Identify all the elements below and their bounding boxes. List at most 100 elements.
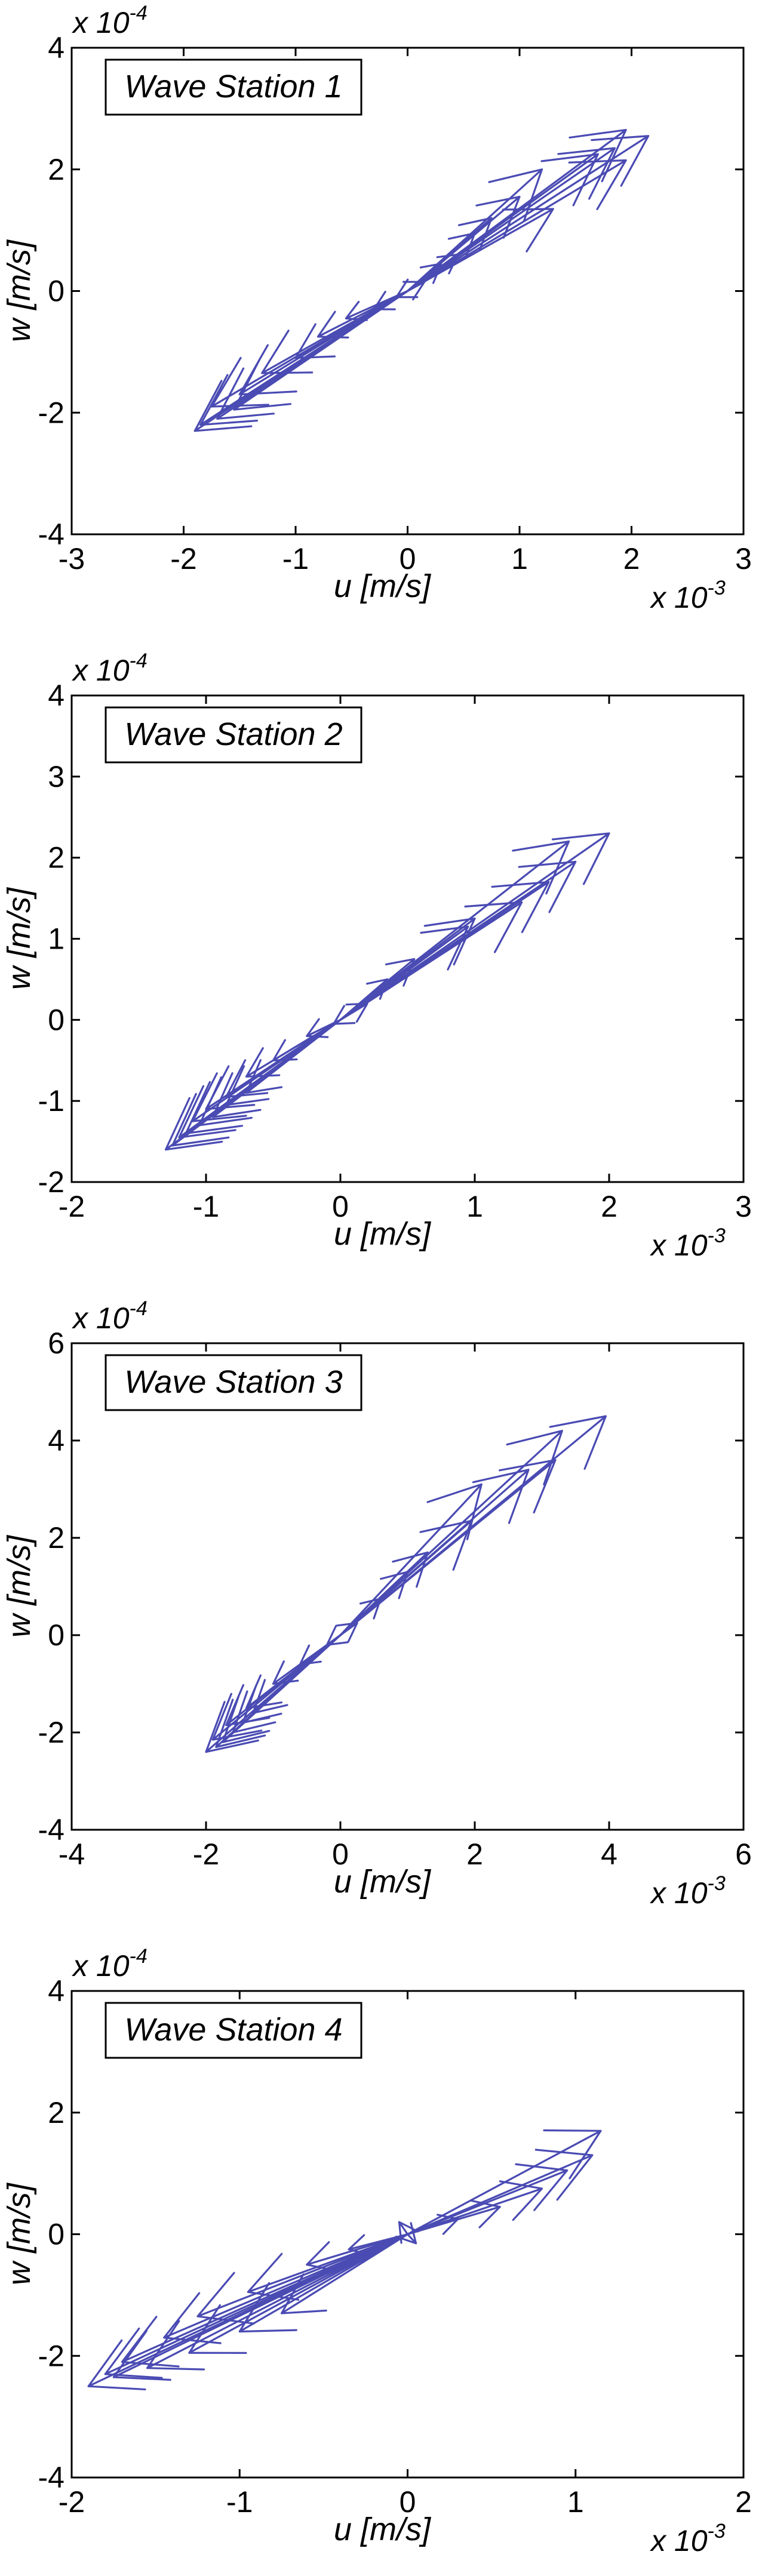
x-tick-label: 3	[735, 542, 752, 575]
vector-arrow	[339, 1459, 557, 1636]
y-tick-label: 4	[48, 31, 64, 64]
vector-arrows	[193, 128, 650, 432]
vector-arrow	[238, 2233, 409, 2333]
x-exponent-label: x 10-3	[650, 1872, 726, 1910]
x-tick-label: 0	[400, 2485, 416, 2519]
y-tick-label: -2	[38, 2339, 64, 2372]
y-tick-label: -4	[38, 1813, 64, 1846]
vector-arrow	[245, 1018, 342, 1094]
vector-arrow	[339, 901, 523, 1021]
y-axis-label: w [m/s]	[1, 239, 37, 342]
chart-panel-1: -3 -2 -1 0 1 2 3 -4 -2 0 2 4x 10-4 x 10-3 u [m/s] w [m…	[1, 2, 752, 614]
x-tick-label: -2	[59, 2485, 85, 2519]
x-tick-label: 4	[601, 1838, 617, 1871]
y-tick-label: 0	[48, 1618, 64, 1652]
y-tick-label: 2	[48, 1521, 64, 1555]
vector-arrow	[112, 2233, 409, 2381]
y-exponent-label: x 10-4	[72, 2, 148, 39]
vector-arrow	[339, 925, 469, 1021]
x-tick-label: 6	[735, 1838, 752, 1871]
legend: Wave Station 2	[105, 706, 362, 764]
vector-arrow	[406, 159, 627, 293]
x-axis-label: u [m/s]	[334, 568, 432, 604]
y-tick-label: -4	[38, 518, 64, 551]
vector-arrow	[339, 1002, 368, 1023]
legend: Wave Station 1	[105, 59, 362, 116]
x-tick-label: -1	[193, 1190, 219, 1223]
x-tick-label: -1	[282, 542, 309, 575]
vector-arrow	[188, 2233, 409, 2354]
y-tick-label: 6	[48, 1327, 64, 1360]
x-tick-label: 2	[466, 1838, 483, 1871]
y-tick-label: -2	[38, 1716, 64, 1749]
vector-arrow	[339, 1598, 382, 1636]
x-exponent-label: x 10-3	[650, 577, 726, 614]
vector-arrow	[406, 263, 443, 293]
vector-arrow	[210, 290, 409, 408]
x-exponent-label: x 10-3	[650, 1224, 726, 1262]
vector-arrow	[280, 2233, 409, 2315]
legend-box	[105, 706, 362, 764]
axes-frame	[70, 694, 745, 1183]
y-tick-label: -2	[38, 396, 64, 429]
x-tick-label: 1	[567, 2485, 584, 2519]
vector-arrow	[335, 1622, 358, 1643]
chart-panel-2: -2 -1 0 1 2 3 -2 -1 0 1 2 3 4x 10-4 x 10-3 u [m/s] w [m…	[1, 650, 752, 1262]
vector-arrow	[406, 2214, 459, 2236]
x-tick-label: 3	[735, 1190, 752, 1223]
y-tick-label: 1	[48, 922, 64, 956]
y-tick-label: -1	[38, 1084, 64, 1118]
vector-arrow	[339, 1483, 483, 1636]
x-tick-label: -4	[59, 1838, 85, 1871]
x-tick-label: -1	[226, 2485, 253, 2519]
y-axis-label: w [m/s]	[1, 1534, 37, 1638]
x-tick-label: -3	[59, 542, 85, 575]
x-axis-label: u [m/s]	[334, 1216, 432, 1252]
legend: Wave Station 4	[105, 2002, 362, 2059]
vector-arrow	[146, 2233, 409, 2371]
x-tick-label: 0	[400, 542, 416, 575]
y-tick-label: -4	[38, 2461, 64, 2494]
x-tick-label: 2	[601, 1190, 617, 1223]
legend-label: Wave Station 2	[124, 716, 342, 752]
vector-arrow	[233, 290, 409, 411]
y-exponent-label: x 10-4	[72, 1297, 148, 1335]
y-tick-label: 2	[48, 153, 64, 186]
y-tick-label: 2	[48, 841, 64, 875]
y-tick-label: 2	[48, 2096, 64, 2129]
y-axis-label: w [m/s]	[1, 2182, 37, 2285]
legend-label: Wave Station 4	[124, 2012, 342, 2048]
legend-label: Wave Station 3	[124, 1364, 342, 1400]
y-tick-label: 0	[48, 2218, 64, 2251]
x-tick-label: 1	[466, 1190, 483, 1223]
x-axis-label: u [m/s]	[334, 1864, 432, 1900]
y-tick-label: -2	[38, 1165, 64, 1199]
x-tick-label: -2	[59, 1190, 85, 1223]
vector-arrow	[406, 2149, 594, 2236]
legend-box	[105, 59, 362, 116]
y-tick-label: 4	[48, 679, 64, 712]
x-tick-label: 0	[332, 1838, 349, 1871]
vector-arrow	[252, 1634, 342, 1714]
axes-frame	[70, 1342, 745, 1831]
legend-box	[105, 2002, 362, 2059]
y-axis-label: w [m/s]	[1, 887, 37, 990]
vector-arrows	[87, 2129, 602, 2391]
y-tick-label: 3	[48, 760, 64, 793]
x-tick-label: 2	[735, 2485, 752, 2519]
y-tick-label: 4	[48, 1974, 64, 2008]
vector-arrow	[339, 978, 389, 1021]
x-tick-label: 2	[623, 542, 640, 575]
y-exponent-label: x 10-4	[72, 650, 148, 687]
legend: Wave Station 3	[105, 1354, 362, 1411]
x-tick-label: 1	[511, 542, 528, 575]
y-tick-label: 0	[48, 1003, 64, 1036]
y-tick-label: 0	[48, 275, 64, 308]
x-exponent-label: x 10-3	[650, 2520, 726, 2557]
vector-arrow	[406, 2163, 569, 2236]
x-tick-label: 0	[332, 1190, 349, 1223]
x-axis-label: u [m/s]	[334, 2512, 432, 2547]
